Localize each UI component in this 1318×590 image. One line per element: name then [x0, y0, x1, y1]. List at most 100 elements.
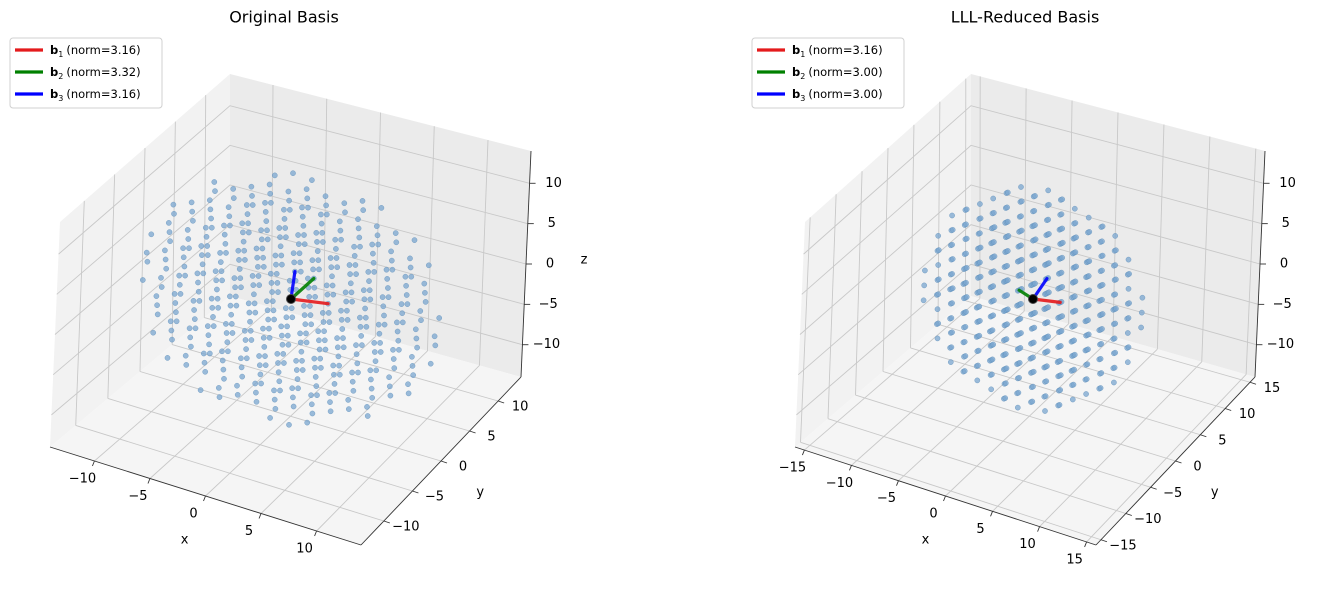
lattice-point: [1125, 315, 1132, 321]
legend: b1 (norm=3.16)b2 (norm=3.32)b3 (norm=3.16): [9, 37, 163, 109]
lattice-point: [173, 318, 180, 325]
lattice-point: [963, 279, 969, 286]
lattice-point: [319, 310, 326, 316]
lattice-point: [264, 298, 270, 305]
legend-vector-subscript: 3: [800, 94, 805, 103]
lattice-point: [364, 404, 370, 410]
lattice-point: [1059, 254, 1066, 261]
lattice-point: [1044, 363, 1050, 370]
lattice-point: [436, 315, 443, 321]
lattice-point: [338, 236, 344, 243]
lattice-point: [299, 204, 305, 211]
lattice-point: [336, 218, 343, 225]
lattice-point: [368, 376, 374, 383]
lattice-point: [329, 282, 336, 289]
lattice-point: [357, 314, 363, 321]
lattice-point: [302, 321, 309, 328]
lattice-point: [263, 218, 270, 224]
lattice-point: [1112, 320, 1119, 327]
lattice-point: [1113, 305, 1119, 312]
lattice-point: [359, 198, 366, 204]
lattice-point: [1029, 398, 1036, 405]
lattice-point: [977, 259, 983, 266]
lattice-point: [372, 358, 379, 365]
lattice-point: [1058, 211, 1065, 218]
lattice-point: [247, 318, 253, 325]
lattice-point: [220, 366, 227, 373]
lattice-point: [181, 263, 188, 270]
lattice-point: [1044, 348, 1051, 355]
lattice-point: [195, 288, 202, 295]
lattice-point: [320, 319, 327, 325]
lattice-point: [218, 268, 225, 275]
x-axis-label: x: [922, 533, 930, 548]
x-tick: [258, 513, 262, 519]
lattice-point: [409, 353, 415, 360]
lattice-point: [260, 254, 266, 261]
lattice-point: [230, 195, 237, 201]
lattice-point: [203, 233, 210, 240]
lattice-point: [328, 264, 335, 271]
lattice-point: [389, 266, 396, 273]
lattice-point: [974, 377, 981, 384]
lattice-point: [1059, 196, 1066, 203]
y-tick-label: −15: [1109, 538, 1136, 553]
grid-line: [801, 144, 1262, 295]
lattice-point: [977, 230, 983, 237]
y-tick: [1100, 539, 1108, 543]
lattice-point: [295, 385, 301, 392]
lattice-point: [962, 323, 969, 330]
lattice-point: [306, 293, 313, 300]
lattice-point: [331, 381, 338, 387]
lattice-point: [1124, 330, 1131, 336]
lattice-point: [989, 371, 995, 378]
lattice-point: [1058, 269, 1065, 276]
lattice-point: [975, 347, 982, 354]
lattice-point: [1071, 293, 1078, 300]
lattice-point: [236, 257, 242, 263]
lattice-point: [413, 335, 420, 342]
legend-vector-subscript: 3: [58, 94, 63, 103]
lattice-point: [229, 330, 236, 336]
lattice-point: [288, 305, 295, 312]
lattice-point: [1111, 364, 1118, 371]
legend-norm-text: (norm=3.32): [66, 65, 140, 79]
lattice-point: [191, 316, 198, 322]
lattice-point: [247, 327, 254, 334]
lattice-point: [1004, 262, 1010, 269]
lattice-point: [215, 304, 222, 311]
lattice-point: [371, 349, 378, 355]
lattice-point: [347, 271, 353, 277]
lattice-point: [182, 352, 189, 359]
lattice-point: [154, 311, 161, 318]
lattice-point: [318, 364, 324, 371]
lattice-point: [376, 330, 383, 337]
lattice-point: [339, 326, 346, 332]
lattice-point: [1046, 289, 1052, 296]
lattice-point: [278, 323, 285, 330]
lattice-point: [244, 211, 251, 217]
lattice-point: [221, 231, 228, 238]
lattice-point: [248, 337, 255, 343]
lattice-point: [1098, 370, 1105, 376]
lattice-point: [243, 346, 249, 352]
lattice-point: [356, 234, 363, 241]
lattice-point: [275, 289, 281, 295]
lattice-point: [286, 277, 293, 284]
lattice-point: [935, 262, 942, 268]
lattice-point: [1072, 220, 1079, 226]
lattice-point: [198, 243, 205, 249]
lattice-point: [431, 333, 438, 340]
lattice-point: [920, 297, 927, 304]
lattice-point: [172, 300, 179, 306]
lattice-point: [963, 235, 970, 242]
lattice-point: [1018, 198, 1025, 205]
lattice-point: [286, 421, 292, 428]
lattice-point: [1059, 313, 1066, 319]
lattice-point: [350, 387, 357, 394]
lattice-point: [163, 265, 170, 272]
lattice-point: [283, 314, 290, 321]
lattice-point: [144, 258, 151, 265]
lattice-point: [361, 296, 368, 303]
x-tick: [92, 460, 95, 467]
